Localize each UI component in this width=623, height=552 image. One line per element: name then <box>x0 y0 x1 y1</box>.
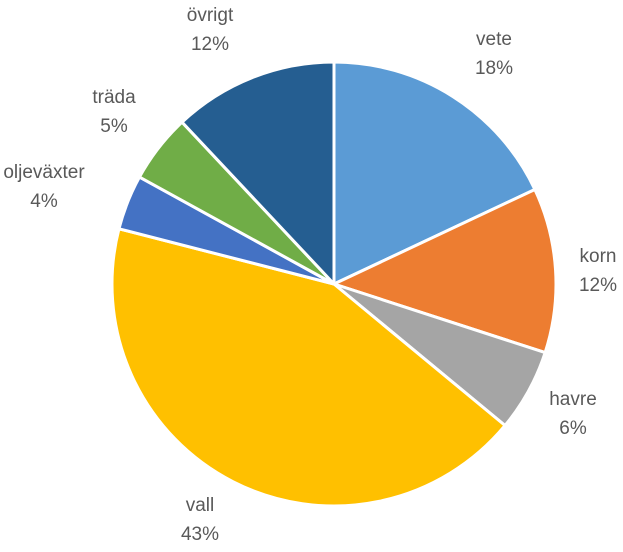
category-label-vete: vete <box>476 29 512 50</box>
category-label-oljeväxter: oljeväxter <box>3 162 85 183</box>
value-label-oljeväxter: 4% <box>30 191 58 212</box>
value-label-korn: 12% <box>579 275 617 296</box>
category-label-korn: korn <box>580 246 617 267</box>
value-label-vete: 18% <box>475 58 513 79</box>
pie-slices <box>110 60 558 508</box>
pie-slice-vall <box>110 227 507 508</box>
pie-labels: vete 18% korn 12% havre 6% vall 43% oljeväxter 4%… <box>3 5 617 545</box>
value-label-vall: 43% <box>181 524 219 545</box>
value-label-övrigt: 12% <box>191 34 229 55</box>
category-label-vall: vall <box>186 495 215 516</box>
value-label-träda: 5% <box>100 116 128 137</box>
category-label-träda: träda <box>92 87 136 108</box>
category-label-övrigt: övrigt <box>187 5 234 26</box>
pie-slice-övrigt <box>180 60 336 286</box>
pie-slice-korn <box>332 187 558 355</box>
pie-slice-vete <box>332 60 537 286</box>
category-label-havre: havre <box>549 389 597 410</box>
value-label-havre: 6% <box>559 418 587 439</box>
